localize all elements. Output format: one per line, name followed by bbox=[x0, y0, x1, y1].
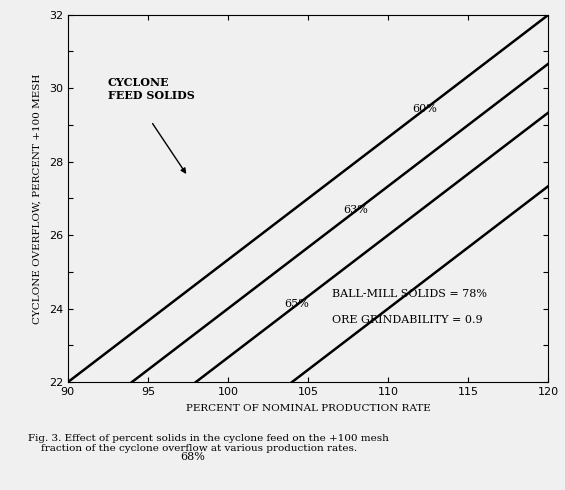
Text: Fig. 3. Effect of percent solids in the cyclone feed on the +100 mesh
    fracti: Fig. 3. Effect of percent solids in the … bbox=[28, 434, 389, 453]
Text: 68%: 68% bbox=[180, 452, 205, 462]
Text: 60%: 60% bbox=[412, 103, 437, 114]
Y-axis label: CYCLONE OVERFLOW, PERCENT +100 MESH: CYCLONE OVERFLOW, PERCENT +100 MESH bbox=[33, 74, 42, 323]
Text: ORE GRINDABILITY = 0.9: ORE GRINDABILITY = 0.9 bbox=[332, 315, 483, 325]
X-axis label: PERCENT OF NOMINAL PRODUCTION RATE: PERCENT OF NOMINAL PRODUCTION RATE bbox=[185, 404, 431, 413]
Text: 65%: 65% bbox=[284, 299, 309, 309]
Text: 63%: 63% bbox=[343, 205, 368, 215]
Text: BALL-MILL SOLIDS = 78%: BALL-MILL SOLIDS = 78% bbox=[332, 289, 487, 299]
Text: CYCLONE
FEED SOLIDS: CYCLONE FEED SOLIDS bbox=[108, 77, 194, 101]
